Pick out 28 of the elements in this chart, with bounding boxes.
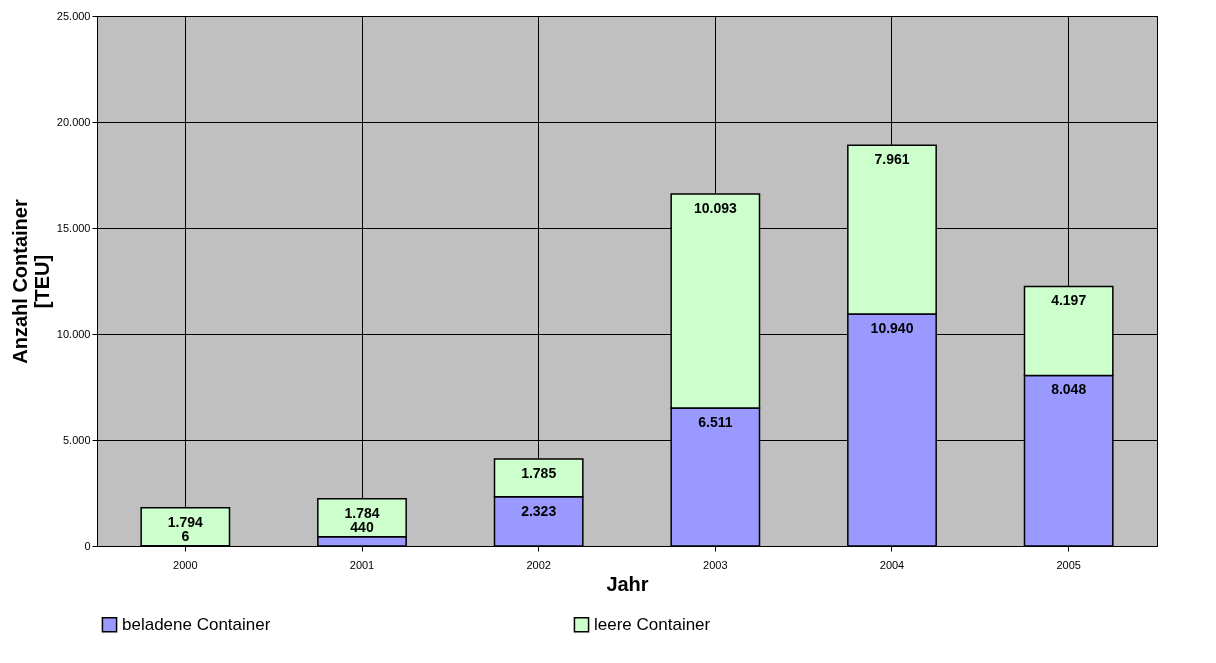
y-tick-label: 15.000	[56, 221, 91, 234]
data-label: 6	[181, 527, 190, 544]
y-tick-label: 10.000	[56, 327, 91, 340]
data-label: 1.785	[521, 464, 557, 481]
y-axis-title: Anzahl Container [TEU]	[8, 199, 53, 364]
y-tick-label: 5.000	[62, 433, 91, 446]
legend-label: leere Container	[594, 614, 711, 634]
x-tick-label: 2003	[703, 558, 728, 571]
x-tick-label: 2002	[526, 558, 551, 571]
x-tick-label: 2004	[879, 558, 905, 571]
data-label: 4.197	[1051, 292, 1087, 309]
data-label: 1.784	[344, 504, 380, 521]
data-label: 10.093	[693, 200, 737, 216]
y-tick-label: 25.000	[56, 9, 91, 22]
y-tick-label: 0	[84, 539, 91, 552]
legend-label: beladene Container	[122, 614, 271, 634]
y-tick-label: 20.000	[56, 115, 91, 128]
data-label: 2.323	[521, 502, 557, 519]
x-tick-label: 2001	[349, 558, 375, 571]
data-label: 7.961	[874, 151, 910, 168]
x-tick-label: 2005	[1056, 558, 1081, 571]
data-label: 440	[350, 518, 374, 535]
data-label: 1.794	[167, 513, 204, 530]
data-label: 8.048	[1051, 381, 1087, 398]
x-axis-title: Jahr	[606, 572, 649, 595]
x-tick-label: 2000	[173, 558, 198, 571]
data-label: 6.511	[698, 413, 733, 430]
data-label: 10.940	[870, 320, 914, 337]
